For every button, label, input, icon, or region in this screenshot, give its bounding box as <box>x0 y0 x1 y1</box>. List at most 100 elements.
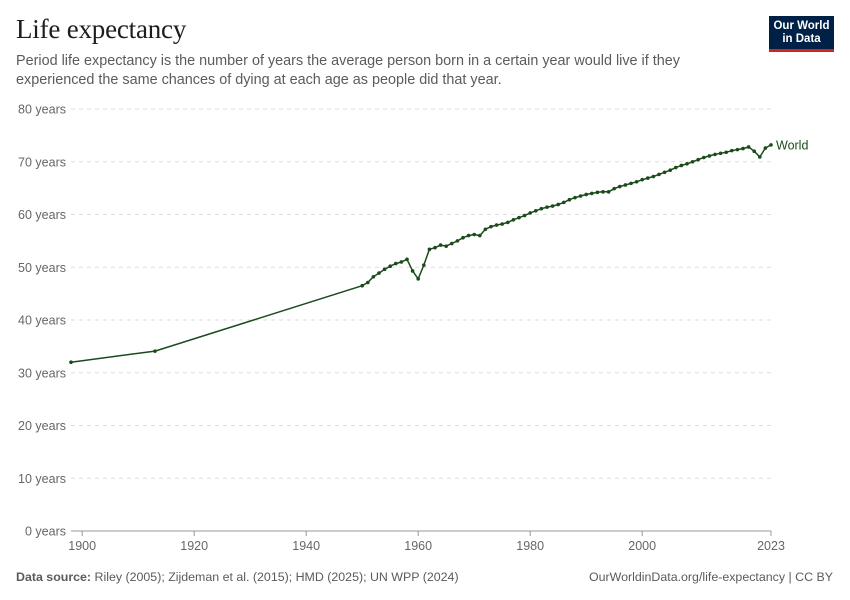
data-point[interactable] <box>567 197 572 202</box>
data-point[interactable] <box>623 183 628 187</box>
data-source-label: Data source: <box>16 570 92 584</box>
data-source-text: Riley (2005); Zijdeman et al. (2015); HM… <box>94 570 459 584</box>
series-label-world[interactable]: World <box>776 138 808 152</box>
x-tick-label: 1960 <box>404 539 432 553</box>
y-tick-label: 40 years <box>18 314 66 328</box>
logo-line-2: in Data <box>782 32 821 45</box>
data-point[interactable] <box>690 159 695 164</box>
y-tick-label: 50 years <box>18 261 66 275</box>
data-point[interactable] <box>483 227 488 232</box>
data-point[interactable] <box>718 151 723 156</box>
data-point[interactable] <box>366 280 370 285</box>
x-axis: 1900 1920 1940 1960 1980 2000 2023 <box>68 530 785 553</box>
data-point[interactable] <box>69 360 73 365</box>
data-point[interactable] <box>539 206 544 211</box>
x-tick-label: 2000 <box>628 539 656 553</box>
data-point[interactable] <box>640 177 644 182</box>
data-point[interactable] <box>489 224 493 229</box>
data-point[interactable] <box>578 194 583 198</box>
data-point[interactable] <box>674 165 678 170</box>
y-axis: 0 years 10 years 20 years 30 years 40 years 5… <box>18 103 66 539</box>
data-point[interactable] <box>758 155 762 159</box>
data-point[interactable] <box>511 217 516 222</box>
data-point[interactable] <box>584 192 588 197</box>
data-point[interactable] <box>545 205 549 209</box>
data-point[interactable] <box>506 220 510 225</box>
data-point[interactable] <box>679 163 684 168</box>
data-point[interactable] <box>534 209 538 213</box>
data-point[interactable] <box>562 200 566 205</box>
data-point[interactable] <box>657 172 661 177</box>
data-point[interactable] <box>427 247 432 252</box>
data-point[interactable] <box>735 147 740 152</box>
data-point[interactable] <box>405 257 409 262</box>
data-point[interactable] <box>685 162 689 166</box>
data-point[interactable] <box>752 149 756 153</box>
data-point[interactable] <box>433 245 437 250</box>
data-point[interactable] <box>730 148 734 153</box>
data-point[interactable] <box>556 202 560 207</box>
data-point[interactable] <box>696 157 700 162</box>
data-point[interactable] <box>741 146 745 151</box>
data-point[interactable] <box>746 145 751 149</box>
data-point[interactable] <box>651 174 656 179</box>
credit-link[interactable]: OurWorldinData.org/life-expectancy | CC … <box>588 570 833 584</box>
x-tick-label: 2023 <box>757 539 785 553</box>
data-point[interactable] <box>377 271 381 275</box>
y-tick-label: 10 years <box>18 472 66 486</box>
y-tick-label: 60 years <box>18 208 66 222</box>
data-point[interactable] <box>444 244 449 248</box>
data-point[interactable] <box>707 154 712 158</box>
data-point[interactable] <box>382 267 387 272</box>
data-point[interactable] <box>450 241 454 246</box>
data-point[interactable] <box>399 260 404 264</box>
data-point[interactable] <box>461 235 465 240</box>
logo-line-1: Our World <box>773 19 830 32</box>
data-point[interactable] <box>629 181 633 186</box>
data-point[interactable] <box>634 179 639 184</box>
data-point[interactable] <box>517 215 521 220</box>
data-source: Data source: Riley (2005); Zijdeman et a… <box>16 570 459 584</box>
data-point[interactable] <box>478 233 482 238</box>
data-point[interactable] <box>618 184 622 189</box>
data-point[interactable] <box>410 269 415 273</box>
data-point[interactable] <box>438 243 443 247</box>
data-point[interactable] <box>371 274 376 279</box>
data-point[interactable] <box>466 233 471 238</box>
data-point[interactable] <box>360 283 365 288</box>
data-point[interactable] <box>595 190 600 195</box>
y-tick-label: 30 years <box>18 366 66 380</box>
data-point[interactable] <box>668 168 672 172</box>
y-tick-label: 20 years <box>18 419 66 433</box>
data-point[interactable] <box>601 190 605 194</box>
data-point[interactable] <box>724 150 728 155</box>
data-point[interactable] <box>702 155 706 160</box>
data-point[interactable] <box>455 239 460 243</box>
data-point[interactable] <box>416 277 421 281</box>
data-point[interactable] <box>590 191 594 196</box>
x-tick-label: 1920 <box>180 539 208 553</box>
owid-logo[interactable]: Our World in Data <box>769 16 834 52</box>
data-point[interactable] <box>422 263 426 267</box>
data-point[interactable] <box>522 213 527 218</box>
data-point[interactable] <box>646 176 650 180</box>
data-point[interactable] <box>528 211 532 215</box>
data-point[interactable] <box>494 223 499 227</box>
data-point[interactable] <box>573 195 577 200</box>
data-point[interactable] <box>500 222 505 226</box>
data-point[interactable] <box>550 204 555 208</box>
data-point[interactable] <box>153 349 157 353</box>
line-chart: 0 years 10 years 20 years 30 years 40 years 5… <box>18 103 808 554</box>
data-point[interactable] <box>612 186 616 191</box>
data-point[interactable] <box>662 170 667 175</box>
data-point[interactable] <box>388 264 393 268</box>
series-group: World <box>69 138 808 365</box>
data-point[interactable] <box>394 261 398 266</box>
series-line[interactable] <box>70 144 772 363</box>
data-point[interactable] <box>472 232 477 237</box>
data-point[interactable] <box>606 190 611 194</box>
data-point[interactable] <box>769 143 773 147</box>
data-point[interactable] <box>763 146 768 150</box>
data-point[interactable] <box>713 152 717 157</box>
y-tick-label: 80 years <box>18 103 66 117</box>
